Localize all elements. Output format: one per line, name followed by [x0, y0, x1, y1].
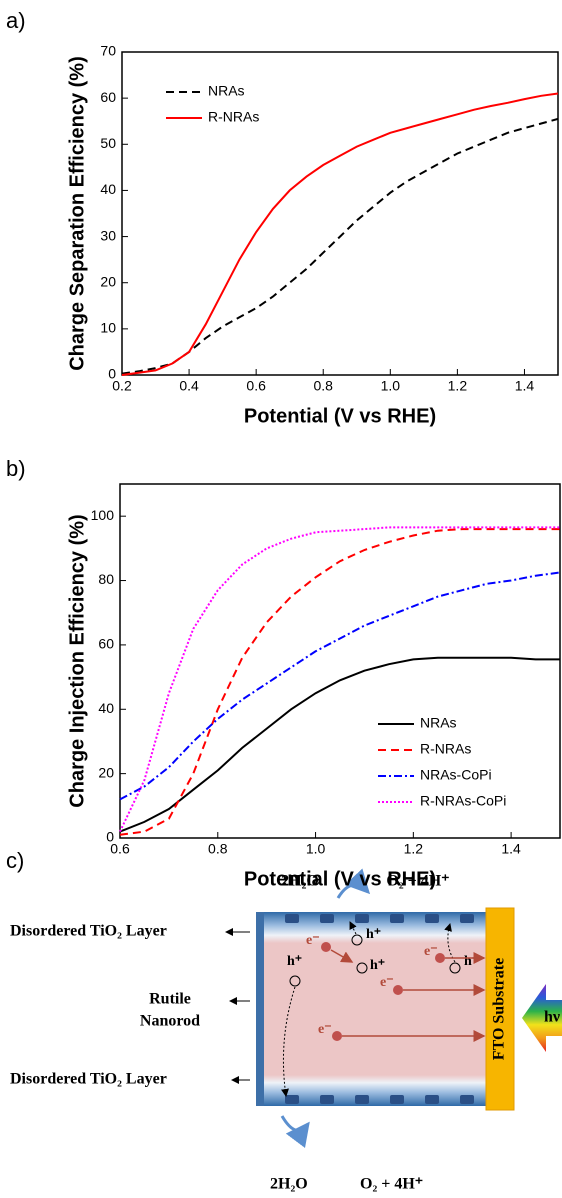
- x-tick-label: 0.8: [313, 378, 333, 394]
- reactant: 2H₂O: [281, 873, 319, 890]
- y-tick-label: 40: [98, 700, 114, 716]
- electron: [332, 1031, 342, 1041]
- product: O₂ + 4H⁺: [360, 1176, 423, 1193]
- diagram: FTO Substrate hν Disordered TiO₂ Layer R…: [10, 868, 562, 1193]
- y-tick-label: 80: [98, 571, 114, 587]
- surface-sites: [285, 914, 474, 1104]
- hole-label: h⁺: [287, 954, 302, 969]
- electron: [321, 942, 331, 952]
- carriers: e⁻ h⁺ h⁺ h⁺ h⁺ e⁻ e⁻ e⁻: [281, 921, 486, 1097]
- x-tick-label: 1.0: [306, 841, 326, 857]
- x-tick-label: 0.8: [208, 841, 228, 857]
- x-axis-label: Potential (V vs RHE): [244, 868, 436, 890]
- x-axis-label: Potential (V vs RHE): [244, 405, 436, 427]
- nanorod: [256, 912, 486, 1106]
- y-tick-label: 70: [100, 43, 116, 59]
- reactant: 2H₂O: [270, 1176, 308, 1193]
- reaction-arrow: [280, 1115, 310, 1148]
- light-label: hν: [544, 1009, 560, 1026]
- y-tick-label: 0: [106, 829, 114, 845]
- x-tick-label: 0.6: [246, 378, 266, 394]
- y-tick-label: 20: [100, 273, 116, 289]
- x-tick-label: 0.4: [179, 378, 199, 394]
- layer-label: Disordered TiO₂ Layer: [10, 1071, 167, 1088]
- hole: [449, 962, 461, 974]
- panel-label: a): [6, 8, 26, 33]
- legend-label: NRAs: [420, 715, 457, 731]
- y-axis-label: Charge Separation Efficiency (%): [66, 56, 88, 371]
- data-line: [119, 528, 560, 836]
- product: O₂ + 4H⁺: [386, 873, 449, 890]
- data-line: [119, 656, 560, 833]
- legend-label: R-NRAs: [208, 109, 259, 125]
- y-tick-label: 20: [98, 764, 114, 780]
- legend-label: NRAs-CoPi: [420, 767, 492, 783]
- y-tick-label: 100: [91, 507, 115, 523]
- panel-label: c): [6, 848, 24, 873]
- y-tick-label: 40: [100, 181, 116, 197]
- rod-edge: [256, 912, 264, 1106]
- core-label: Rutile: [149, 991, 191, 1008]
- data-line: [119, 571, 561, 801]
- light-arrow: [522, 984, 562, 1052]
- x-tick-label: 1.2: [448, 378, 468, 394]
- transfer-arrow: [444, 923, 456, 963]
- x-tick-label: 0.2: [112, 378, 132, 394]
- data-line: [121, 92, 559, 376]
- legend-label: NRAs: [208, 83, 245, 99]
- electron: [393, 985, 403, 995]
- x-tick-label: 1.4: [515, 378, 535, 394]
- electron-label: e⁻: [380, 975, 394, 990]
- reaction-arrow: [336, 868, 371, 899]
- x-tick-label: 1.4: [501, 841, 521, 857]
- layer-label: Disordered TiO₂ Layer: [10, 923, 167, 940]
- plot-frame: [121, 51, 559, 376]
- electron: [435, 953, 445, 963]
- legend-label: R-NRAs: [420, 741, 471, 757]
- electron-label: e⁻: [318, 1022, 332, 1037]
- x-tick-label: 0.6: [110, 841, 130, 857]
- core-label: Nanorod: [140, 1013, 200, 1030]
- y-tick-label: 0: [108, 366, 116, 382]
- legend-label: R-NRAs-CoPi: [420, 793, 506, 809]
- x-tick-label: 1.2: [404, 841, 424, 857]
- electron-label: e⁻: [424, 944, 438, 959]
- hole-label: h⁺: [366, 927, 381, 942]
- hole: [356, 962, 368, 974]
- panel-label: b): [6, 456, 26, 481]
- substrate-label: FTO Substrate: [491, 958, 508, 1060]
- hole-label: h⁺: [464, 954, 479, 969]
- data-line: [121, 117, 559, 375]
- y-axis-label: Charge Injection Efficiency (%): [66, 514, 88, 807]
- y-tick-label: 30: [100, 227, 116, 243]
- hole: [289, 975, 301, 987]
- y-tick-label: 60: [98, 636, 114, 652]
- plot-frame: [119, 483, 561, 839]
- fto-substrate: [485, 907, 515, 1111]
- y-tick-label: 10: [100, 320, 116, 336]
- data-line: [119, 526, 560, 833]
- x-tick-label: 1.0: [381, 378, 401, 394]
- hole-label: h⁺: [370, 958, 385, 973]
- hole: [351, 934, 363, 946]
- transfer-arrow: [330, 949, 354, 963]
- y-tick-label: 60: [100, 89, 116, 105]
- y-tick-label: 50: [100, 135, 116, 151]
- electron-label: e⁻: [306, 933, 320, 948]
